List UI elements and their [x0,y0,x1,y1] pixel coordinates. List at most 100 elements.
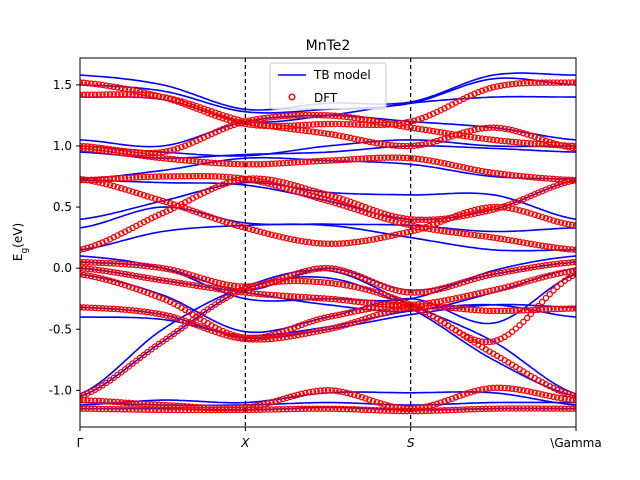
dft-marker [384,154,392,161]
dft-marker [396,230,403,238]
dft-marker [264,176,272,183]
dft-marker [369,121,377,129]
dft-marker [441,407,448,414]
dft-marker [279,159,287,167]
dft-marker [174,406,181,414]
dft-marker [151,263,159,271]
dft-marker [441,297,448,304]
dft-marker [317,189,324,197]
dft-marker [294,269,302,277]
dft-marker [460,164,467,171]
dft-marker [287,272,294,279]
dft-marker [302,320,309,327]
dft-marker [354,298,362,306]
dft-marker [336,201,343,208]
dft-marker [490,169,497,177]
dft-marker [245,176,253,183]
dft-marker [486,124,493,131]
tb-band-line [80,401,576,407]
dft-marker [99,275,106,283]
dft-marker [463,306,471,313]
dft-marker [324,387,332,394]
dft-marker [185,157,193,164]
dft-marker [366,138,373,146]
dft-marker [572,405,576,412]
dft-marker [332,131,339,139]
dft-marker [568,221,576,229]
dft-marker [219,125,227,133]
dft-marker [159,173,166,180]
dft-marker [294,331,302,339]
dft-marker [339,240,347,247]
dft-series [80,79,576,415]
dft-marker [388,285,396,293]
dft-marker [317,111,324,119]
dft-marker [422,113,429,121]
dft-marker [493,137,501,144]
dft-marker [294,391,302,399]
dft-marker [80,79,88,87]
dft-marker [475,134,482,142]
dft-marker [347,405,354,413]
dft-marker [103,405,110,413]
dft-marker [249,334,257,342]
dft-marker [351,205,358,213]
dft-marker [433,158,441,166]
dft-marker [343,203,351,210]
dft-marker [189,157,196,165]
dft-marker [264,114,272,121]
dft-marker [486,307,493,315]
dft-marker [452,304,460,312]
dft-marker [358,316,366,324]
dft-marker [144,149,151,157]
dft-marker [114,305,121,313]
dft-marker [553,175,561,183]
dft-marker [467,306,475,313]
dft-marker [381,154,388,161]
dft-marker [189,207,196,215]
dft-marker [437,399,444,406]
dft-marker [377,121,384,129]
dft-marker [426,139,433,147]
dft-marker [377,400,384,407]
dft-marker [200,324,208,332]
dft-marker [317,195,324,203]
dft-marker [505,171,512,178]
dft-marker [121,281,129,289]
x-tick-label: Γ [77,436,84,450]
dft-marker [478,125,486,132]
dft-marker [290,126,298,133]
dft-marker [456,280,463,287]
dft-marker [422,216,429,224]
dft-marker [572,271,576,278]
dft-marker [121,85,129,93]
dft-marker [219,181,227,188]
dft-marker [283,292,290,300]
dft-marker [103,267,110,275]
dft-marker [403,229,411,236]
dft-marker [486,204,493,211]
dft-marker [542,215,550,222]
dft-marker [546,141,553,148]
dft-marker [196,210,204,217]
dft-marker [249,161,257,168]
dft-marker [84,143,91,150]
dft-marker [136,88,144,96]
dft-marker [294,237,302,244]
dft-marker [136,173,144,181]
dft-marker [212,173,219,180]
dft-marker [347,121,354,128]
dft-marker [358,121,366,128]
dft-marker [264,332,272,340]
dft-marker [129,91,136,98]
dft-marker [388,294,396,301]
dft-marker [565,245,572,253]
dft-marker [170,278,178,286]
dft-marker [320,387,328,394]
dft-marker [392,403,399,411]
dft-marker [136,273,144,280]
dft-marker [320,190,328,198]
dft-marker [527,306,535,314]
dft-marker [212,406,219,414]
dft-marker [219,331,227,338]
